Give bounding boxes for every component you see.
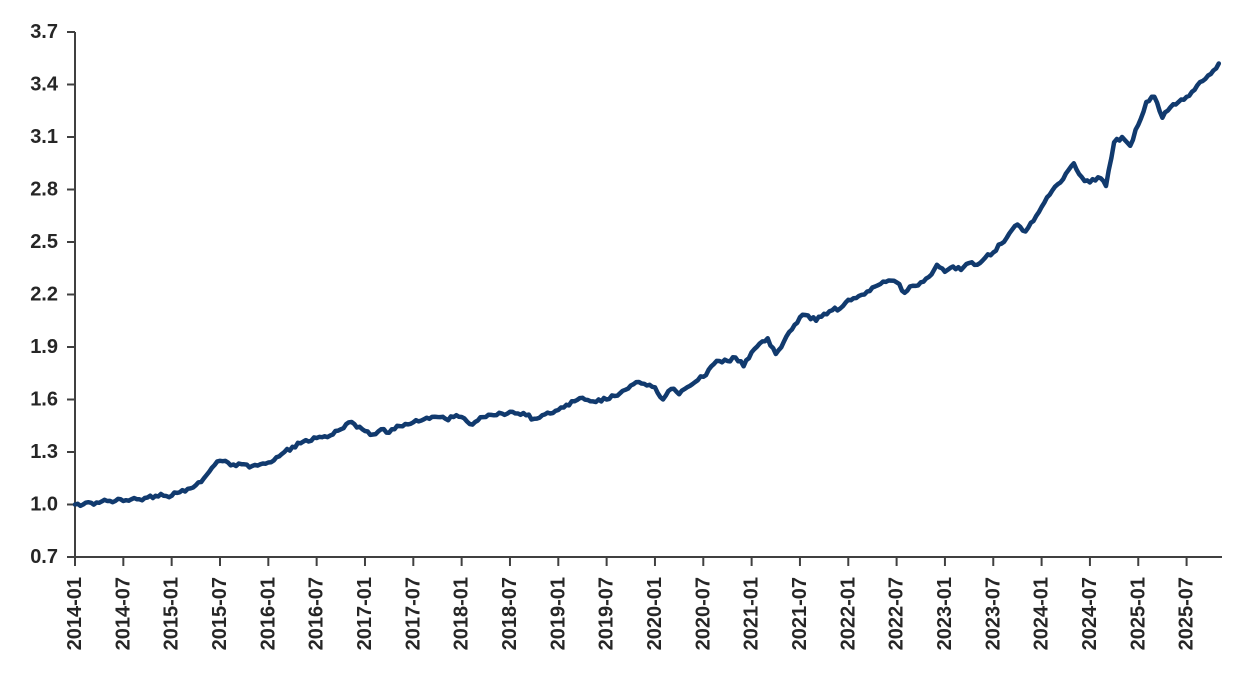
y-tick-label: 2.2 (30, 284, 58, 306)
x-tick-label: 2022-01 (837, 577, 859, 650)
x-axis-ticks: 2014-01 2014-07 2015-01 2015-07 2016-01 2016-… (64, 557, 1198, 650)
x-tick-label: 2018-07 (499, 577, 521, 650)
x-tick-label: 2016-07 (306, 577, 328, 650)
y-tick-label: 3.4 (30, 74, 59, 96)
x-tick-label: 2023-07 (982, 577, 1004, 650)
y-tick-label: 1.9 (30, 336, 58, 358)
y-axis-ticks: 0.7 1.0 1.3 1.6 1.9 2.2 2.5 2.8 3.1 3.4 3.7 (30, 21, 75, 568)
x-tick-label: 2023-01 (934, 577, 956, 650)
x-tick-label: 2015-07 (209, 577, 231, 650)
x-tick-label: 2014-07 (112, 577, 134, 650)
y-tick-label: 1.0 (30, 494, 58, 516)
y-tick-label: 2.5 (30, 231, 58, 253)
x-tick-label: 2017-01 (354, 577, 376, 650)
x-tick-label: 2021-01 (741, 577, 763, 650)
series-line-cumulative-net-value (72, 61, 1222, 509)
x-tick-label: 2015-01 (161, 577, 183, 650)
x-tick-label: 2021-07 (789, 577, 811, 650)
y-tick-label: 1.3 (30, 441, 58, 463)
x-tick-label: 2016-01 (257, 577, 279, 650)
y-tick-label: 2.8 (30, 179, 58, 201)
y-tick-label: 1.6 (30, 389, 58, 411)
y-tick-label: 0.7 (30, 546, 58, 568)
x-tick-label: 2014-01 (64, 577, 86, 650)
x-tick-label: 2024-07 (1079, 577, 1101, 650)
x-tick-label: 2018-01 (451, 577, 473, 650)
axes (74, 32, 1222, 558)
x-tick-label: 2019-07 (596, 577, 618, 650)
x-tick-label: 2022-07 (886, 577, 908, 650)
x-tick-label: 2019-01 (547, 577, 569, 650)
line-series (72, 61, 1222, 509)
y-tick-label: 3.1 (30, 126, 58, 148)
x-tick-label: 2025-07 (1176, 577, 1198, 650)
x-tick-label: 2017-07 (402, 577, 424, 650)
x-tick-label: 2025-01 (1127, 577, 1149, 650)
x-tick-label: 2020-01 (644, 577, 666, 650)
x-tick-label: 2024-01 (1031, 577, 1053, 650)
axis-spine (74, 32, 1222, 558)
y-tick-label: 3.7 (30, 21, 58, 43)
x-tick-label: 2020-07 (692, 577, 714, 650)
